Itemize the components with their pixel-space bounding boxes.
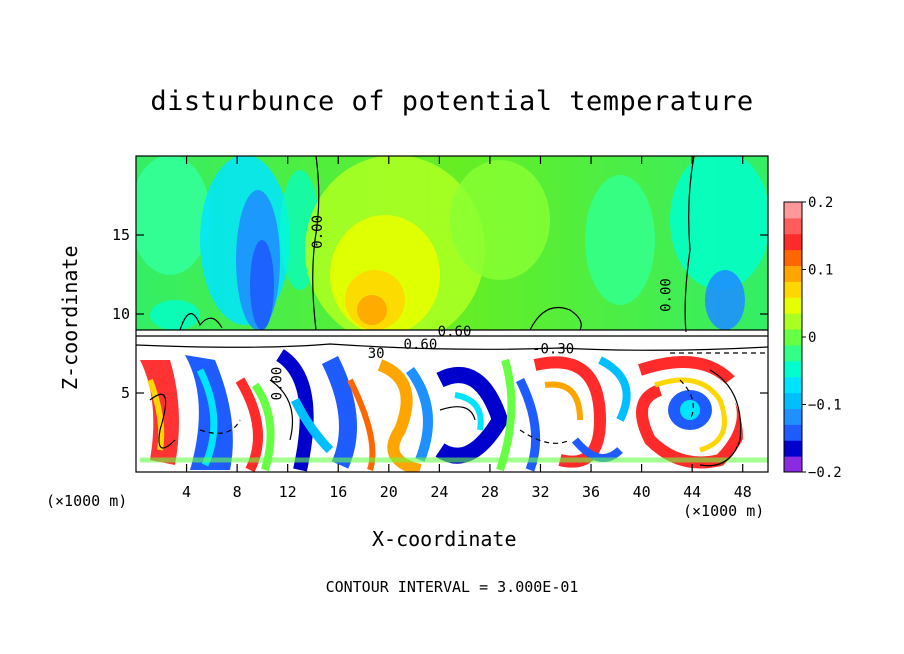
x-tick-label: 12 bbox=[279, 483, 297, 501]
chart-title: disturbunce of potential temperature bbox=[150, 86, 754, 117]
y-axis-label: Z-coordinate bbox=[58, 245, 82, 391]
colorbar: 0.2 0.1 0 −0.1 −0.2 bbox=[783, 195, 842, 481]
contour-label: 30 bbox=[368, 346, 385, 362]
contour-label: 0.60 bbox=[404, 337, 438, 353]
x-tick-label: 24 bbox=[430, 483, 448, 501]
colorbar-swatch bbox=[784, 360, 802, 378]
colorbar-swatch bbox=[784, 329, 802, 346]
x-tick-label: 40 bbox=[633, 483, 651, 501]
x-tick-label: 4 bbox=[182, 483, 191, 501]
contour-label: 0.00 bbox=[659, 278, 675, 312]
contour-label: -0.30 bbox=[532, 342, 574, 358]
heatmap-field bbox=[136, 156, 768, 472]
colorbar-tick-label: −0.1 bbox=[808, 398, 842, 414]
contour-lines bbox=[136, 156, 768, 467]
colorbar-swatch bbox=[784, 217, 802, 235]
contour-label: 0.00 bbox=[269, 367, 285, 401]
x-axis: 4 8 12 16 20 24 28 32 36 40 44 48 bbox=[182, 156, 752, 501]
x-tick-label: 44 bbox=[683, 483, 701, 501]
colorbar-tick-label: 0 bbox=[808, 330, 816, 346]
y-axis: 5 10 15 bbox=[112, 226, 768, 402]
x-tick-label: 20 bbox=[380, 483, 398, 501]
x-unit-right: (×1000 m) bbox=[683, 502, 765, 520]
colorbar-swatch bbox=[784, 392, 802, 409]
colorbar-swatch bbox=[784, 424, 802, 441]
colorbar-swatch bbox=[784, 376, 802, 394]
y-tick-label: 10 bbox=[112, 305, 130, 323]
colorbar-tick-label: 0.2 bbox=[808, 195, 833, 211]
colorbar-swatch bbox=[784, 265, 802, 282]
colorbar-swatch bbox=[784, 202, 802, 219]
x-unit-left: (×1000 m) bbox=[46, 492, 128, 510]
colorbar-swatch bbox=[784, 440, 802, 457]
x-tick-label: 32 bbox=[531, 483, 549, 501]
colorbar-swatch bbox=[784, 249, 802, 267]
y-tick-label: 15 bbox=[112, 226, 130, 244]
colorbar-tick-label: 0.1 bbox=[808, 263, 833, 279]
x-tick-label: 48 bbox=[734, 483, 752, 501]
contour-interval: CONTOUR INTERVAL = 3.000E-01 bbox=[325, 578, 579, 596]
colorbar-swatch bbox=[784, 281, 802, 298]
colorbar-tick-label: −0.2 bbox=[808, 465, 842, 481]
x-tick-label: 16 bbox=[329, 483, 347, 501]
colorbar-swatch bbox=[784, 456, 802, 473]
colorbar-swatch bbox=[784, 344, 802, 362]
contour-labels: 0.00 0.00 0.00 0.600.60 -0.30 30 bbox=[269, 215, 674, 400]
x-tick-label: 36 bbox=[582, 483, 600, 501]
x-tick-label: 28 bbox=[481, 483, 499, 501]
colorbar-swatch bbox=[784, 297, 802, 314]
colorbar-swatch bbox=[784, 313, 802, 330]
contour-label: 0.60 bbox=[438, 324, 472, 340]
y-tick-label: 5 bbox=[121, 384, 130, 402]
colorbar-swatch bbox=[784, 233, 802, 251]
contour-label: 0.00 bbox=[310, 215, 326, 249]
x-axis-label: X-coordinate bbox=[372, 527, 517, 551]
colorbar-swatch bbox=[784, 408, 802, 425]
x-tick-label: 8 bbox=[233, 483, 242, 501]
